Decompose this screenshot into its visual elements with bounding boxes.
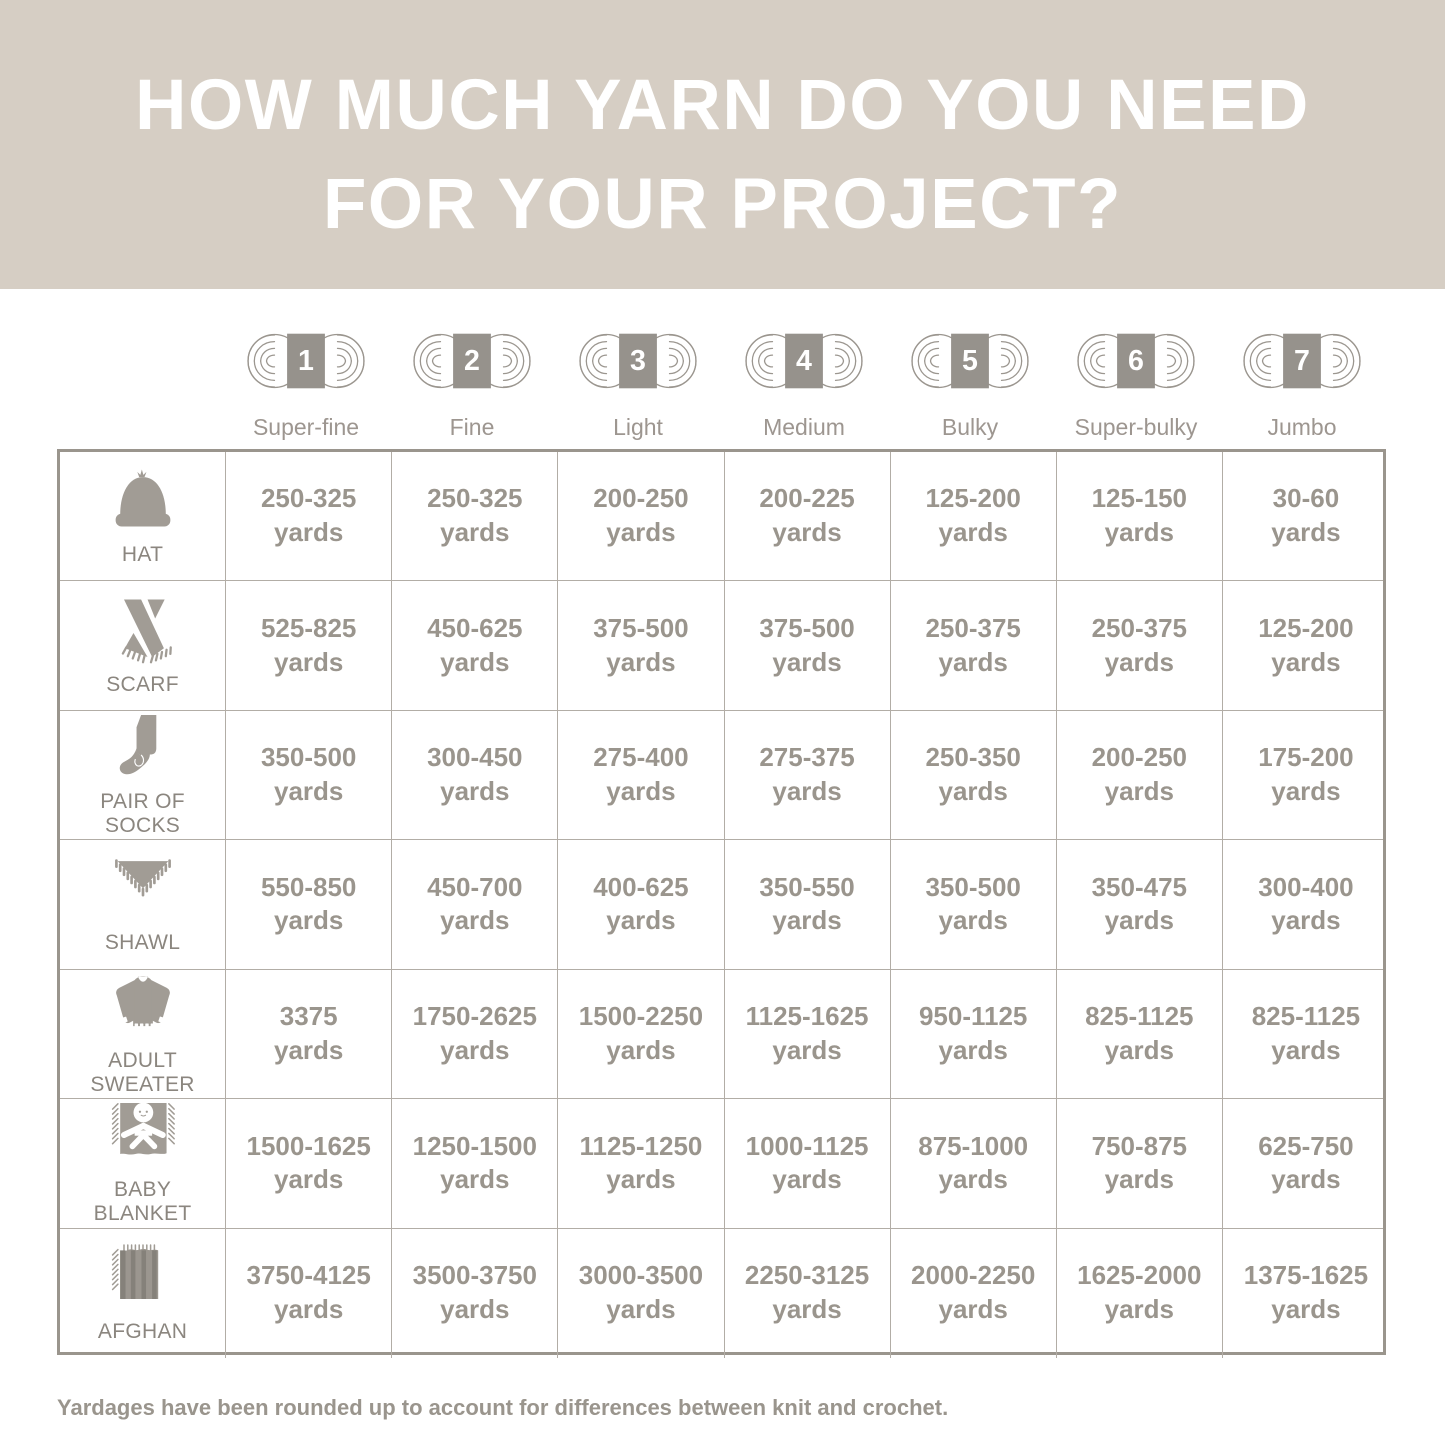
svg-text:5: 5 — [962, 345, 978, 377]
svg-text:3: 3 — [630, 345, 646, 377]
svg-text:4: 4 — [796, 345, 812, 377]
svg-text:6: 6 — [1128, 345, 1144, 377]
svg-text:7: 7 — [1294, 345, 1310, 377]
svg-text:2: 2 — [464, 345, 480, 377]
svg-text:1: 1 — [298, 345, 314, 377]
